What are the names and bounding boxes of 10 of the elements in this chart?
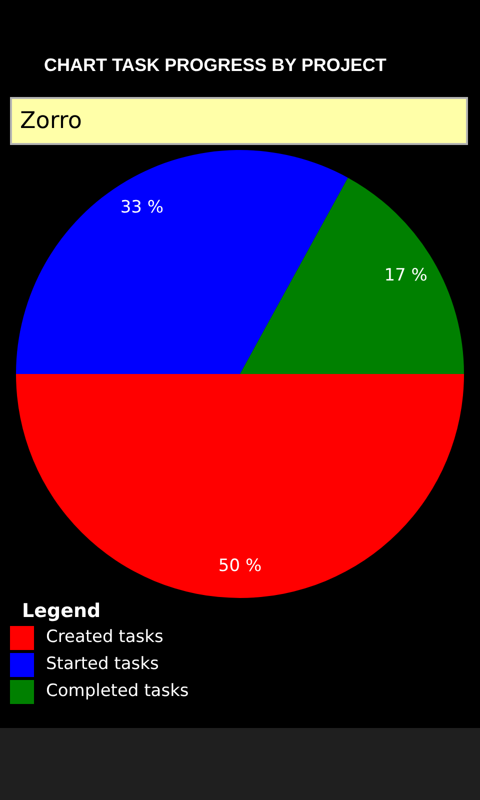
legend-label: Started tasks bbox=[46, 653, 159, 675]
chart-title: CHART TASK PROGRESS BY PROJECT bbox=[44, 54, 386, 76]
legend-title: Legend bbox=[22, 599, 101, 624]
data-label: 50 % bbox=[218, 556, 262, 576]
text-field: Zorro bbox=[10, 97, 468, 145]
legend-label: Completed tasks bbox=[46, 680, 189, 702]
data-label: 33 % bbox=[120, 198, 164, 218]
chart-subtitle: Zorro bbox=[20, 108, 82, 135]
data-label: 17 % bbox=[384, 265, 428, 286]
legend-label: Created tasks bbox=[46, 626, 164, 648]
